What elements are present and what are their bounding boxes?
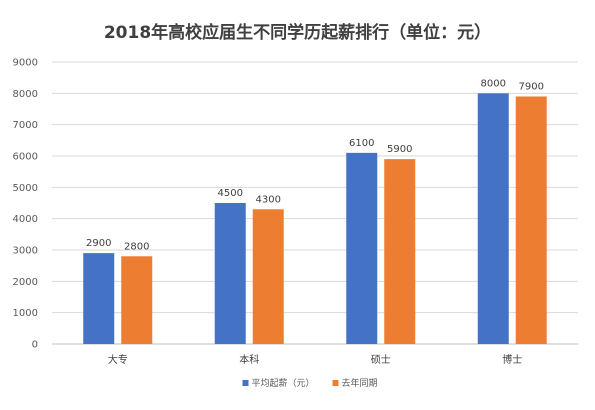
bar-current bbox=[214, 203, 246, 344]
data-labels: 2900 2800 4500 4300 6100 5900 8000 7900 bbox=[86, 78, 544, 252]
legend-swatch bbox=[332, 380, 339, 386]
legend-swatch bbox=[242, 380, 249, 386]
y-tick-label: 1000 bbox=[13, 308, 38, 319]
bars bbox=[83, 93, 547, 344]
bar-last-year bbox=[384, 159, 416, 344]
data-label: 7900 bbox=[519, 81, 544, 92]
chart-title: 2018年高校应届生不同学历起薪排行（单位：元） bbox=[103, 23, 492, 43]
legend-label: 去年同期 bbox=[342, 377, 378, 389]
category-label: 本科 bbox=[239, 353, 259, 366]
data-label: 5900 bbox=[387, 144, 412, 155]
y-tick-label: 6000 bbox=[13, 152, 38, 163]
bar-current bbox=[83, 253, 115, 344]
bar-current bbox=[346, 152, 378, 344]
data-label: 2800 bbox=[124, 241, 149, 252]
y-tick-label: 8000 bbox=[13, 89, 38, 100]
category-label: 博士 bbox=[502, 353, 522, 366]
bar-current bbox=[477, 93, 509, 344]
bar-last-year bbox=[121, 256, 153, 344]
y-tick-label: 2000 bbox=[13, 277, 38, 288]
bar-last-year bbox=[515, 96, 547, 344]
category-label: 硕士 bbox=[371, 353, 391, 366]
legend-label: 平均起薪（元） bbox=[252, 377, 315, 389]
bar-last-year bbox=[252, 209, 284, 344]
y-tick-label: 3000 bbox=[13, 246, 38, 257]
legend: 平均起薪（元） 去年同期 bbox=[242, 377, 378, 389]
data-label: 4500 bbox=[218, 188, 243, 199]
y-tick-label: 0 bbox=[32, 340, 38, 351]
data-label: 6100 bbox=[349, 138, 374, 149]
data-label: 8000 bbox=[481, 78, 506, 89]
data-label: 2900 bbox=[86, 238, 111, 249]
y-tick-label: 4000 bbox=[13, 214, 38, 225]
category-label: 大专 bbox=[108, 353, 128, 366]
data-label: 4300 bbox=[256, 194, 281, 205]
y-axis-ticks: 0 1000 2000 3000 4000 5000 6000 7000 8000 9000 bbox=[13, 58, 38, 351]
y-tick-label: 5000 bbox=[13, 183, 38, 194]
x-axis-categories: 大专 本科 硕士 博士 bbox=[108, 353, 523, 366]
y-tick-label: 7000 bbox=[13, 120, 38, 131]
y-tick-label: 9000 bbox=[13, 58, 38, 69]
